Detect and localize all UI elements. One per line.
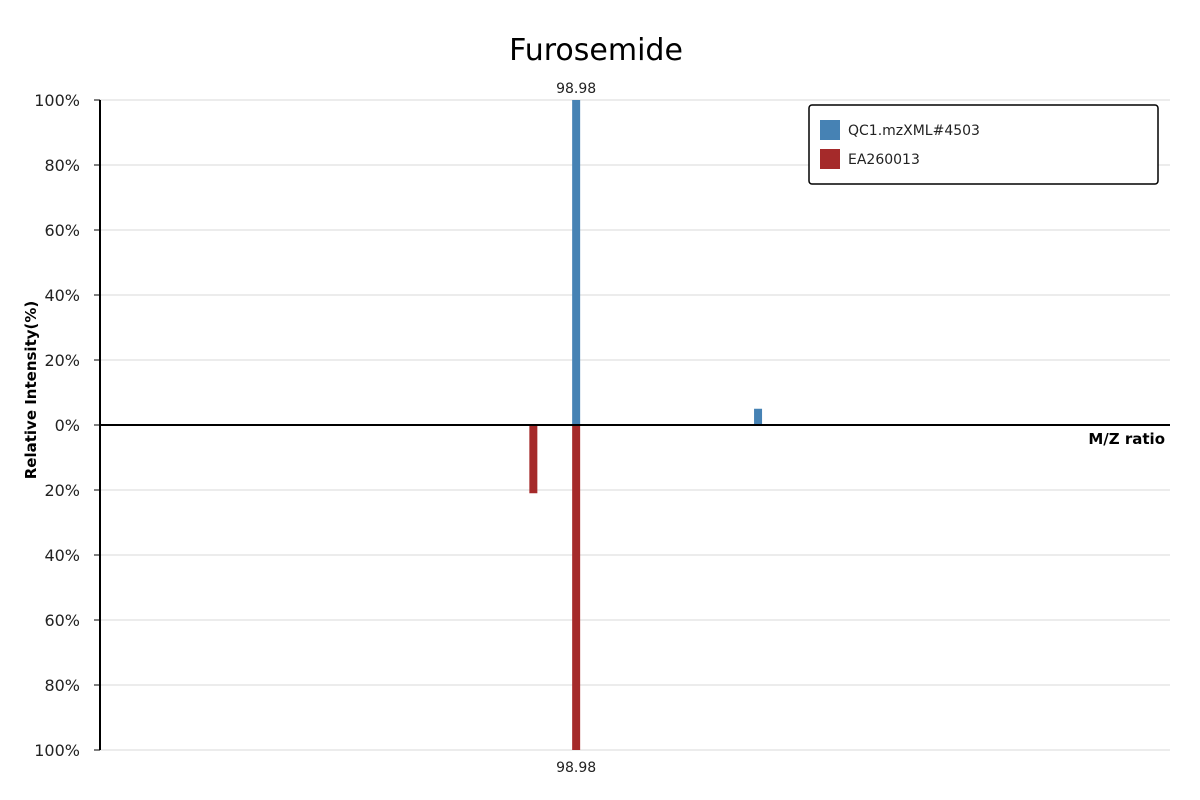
grid-layer [100, 99, 1170, 751]
y-tick-label: 100% [34, 91, 80, 110]
chart-title: Furosemide [509, 33, 683, 68]
ticks-layer: 100% 80% 60% 40% 20% 0% 20% 40% 60% 80% 100% [34, 91, 100, 760]
y-tick-label: 80% [44, 156, 80, 175]
axes-layer [99, 100, 1170, 750]
legend-box [808, 104, 1159, 185]
y-tick-label: 20% [44, 351, 80, 370]
y-tick-label: 20% [44, 481, 80, 500]
y-tick-label: 60% [44, 221, 80, 240]
legend-swatch-qc1 [820, 120, 840, 140]
x-axis-title: M/Z ratio [1088, 430, 1165, 448]
peak-label-bottom: 98.98 [556, 760, 596, 776]
legend-label-qc1: QC1.mzXML#4503 [848, 123, 980, 139]
legend-swatch-ea260013 [820, 149, 840, 169]
y-tick-label: 60% [44, 611, 80, 630]
y-tick-label: 80% [44, 676, 80, 695]
peak-bar-up [572, 100, 581, 425]
peak-label-top: 98.98 [556, 81, 596, 97]
y-axis-title: Relative Intensity(%) [22, 301, 40, 480]
bars-layer [529, 100, 763, 750]
peak-bar-up [754, 408, 763, 425]
legend-label-ea260013: EA260013 [848, 152, 920, 168]
peak-bar-down [572, 425, 581, 750]
y-tick-label: 40% [44, 546, 80, 565]
y-tick-label: 40% [44, 286, 80, 305]
y-tick-label: 0% [55, 416, 80, 435]
y-tick-label: 100% [34, 741, 80, 760]
peak-bar-down [529, 425, 538, 494]
legend: QC1.mzXML#4503 EA260013 [808, 104, 1159, 185]
